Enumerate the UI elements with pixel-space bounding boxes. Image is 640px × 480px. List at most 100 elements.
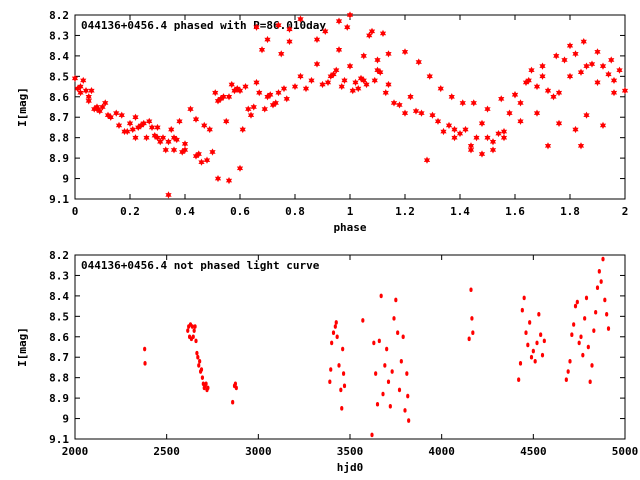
data-point [192, 152, 200, 160]
x-tick-label: 2500 [153, 445, 180, 458]
data-point [338, 82, 345, 91]
data-point [77, 82, 84, 91]
data-point [581, 352, 585, 358]
y-tick-label: 8.5 [49, 70, 69, 83]
data-point [176, 117, 183, 125]
data-point [231, 87, 238, 95]
data-point [590, 363, 594, 368]
data-point [334, 320, 338, 325]
data-point [555, 89, 563, 97]
data-point [437, 85, 444, 93]
data-point [137, 121, 145, 129]
data-point [256, 89, 263, 97]
data-point [140, 119, 147, 127]
y-tick-label: 9 [62, 173, 69, 186]
data-point [170, 134, 178, 142]
data-point [363, 80, 370, 89]
data-point [423, 156, 431, 164]
data-point [355, 85, 362, 93]
y-axis-label: I[mag] [16, 327, 29, 367]
data-point [584, 295, 589, 301]
data-point [528, 66, 535, 74]
data-point [382, 89, 389, 97]
data-point [621, 87, 629, 95]
x-tick-label: 4000 [428, 445, 455, 458]
data-point [407, 93, 414, 101]
data-point [357, 74, 365, 82]
data-point [484, 134, 491, 142]
data-point [335, 46, 343, 54]
data-point [195, 350, 199, 356]
data-point [377, 68, 384, 76]
x-tick-label: 0.6 [230, 205, 250, 218]
x-tick-label: 0.8 [285, 205, 305, 218]
data-point [179, 148, 186, 156]
chart-title: 044136+0456.4 phased with P=86.010day [81, 19, 326, 32]
data-point [275, 89, 282, 97]
data-point [489, 146, 497, 154]
data-point [577, 68, 585, 76]
data-point [333, 324, 337, 329]
data-point [203, 156, 211, 164]
data-point [529, 354, 534, 360]
data-point [118, 111, 125, 119]
data-point [272, 99, 279, 107]
data-point [517, 99, 524, 107]
data-point [242, 82, 249, 91]
data-point [146, 117, 153, 125]
y-tick-label: 8.2 [49, 9, 69, 22]
data-point [462, 125, 469, 134]
data-point [544, 142, 552, 150]
y-tick-label: 8.6 [49, 91, 69, 104]
x-tick-label: 1 [347, 205, 354, 218]
data-point [445, 121, 453, 129]
y-tick-label: 9.1 [49, 433, 69, 446]
data-point [601, 256, 605, 262]
data-point [346, 11, 354, 19]
data-point [194, 338, 198, 344]
data-point [517, 377, 521, 383]
data-point [170, 146, 178, 154]
data-point [412, 107, 420, 115]
data-point [610, 76, 618, 85]
data-point [328, 379, 332, 385]
data-point [313, 35, 321, 44]
y-tick-label: 8.9 [49, 152, 69, 165]
data-point [583, 111, 590, 119]
data-point [566, 369, 570, 374]
x-tick-label: 0.4 [175, 205, 195, 218]
data-point [143, 346, 147, 352]
data-point [151, 132, 158, 140]
data-point [451, 134, 458, 142]
data-point [181, 140, 189, 148]
data-point [341, 371, 346, 376]
data-point [594, 48, 601, 56]
data-point [168, 125, 175, 134]
data-point [245, 105, 252, 113]
x-tick-label: 3000 [245, 445, 272, 458]
data-point [397, 387, 402, 393]
x-tick-label: 1.4 [450, 205, 470, 218]
data-point [239, 125, 246, 134]
y-tick-label: 8.7 [49, 351, 69, 364]
data-point [236, 87, 244, 95]
y-tick-label: 8.7 [49, 111, 69, 124]
data-point [608, 56, 615, 64]
data-point [192, 115, 200, 123]
data-point [469, 287, 473, 293]
data-point [451, 125, 458, 134]
data-point [594, 78, 601, 87]
x-tick-label: 0.2 [120, 205, 140, 218]
data-point [199, 367, 204, 372]
data-point [173, 136, 180, 144]
data-point [129, 125, 136, 134]
x-tick-label: 4500 [520, 445, 547, 458]
data-point [191, 334, 195, 340]
data-point [511, 91, 519, 99]
data-point [135, 123, 142, 132]
x-tick-label: 2000 [62, 445, 89, 458]
data-point [206, 385, 210, 391]
data-point [113, 109, 120, 117]
data-point [500, 127, 508, 136]
data-point [495, 129, 502, 138]
